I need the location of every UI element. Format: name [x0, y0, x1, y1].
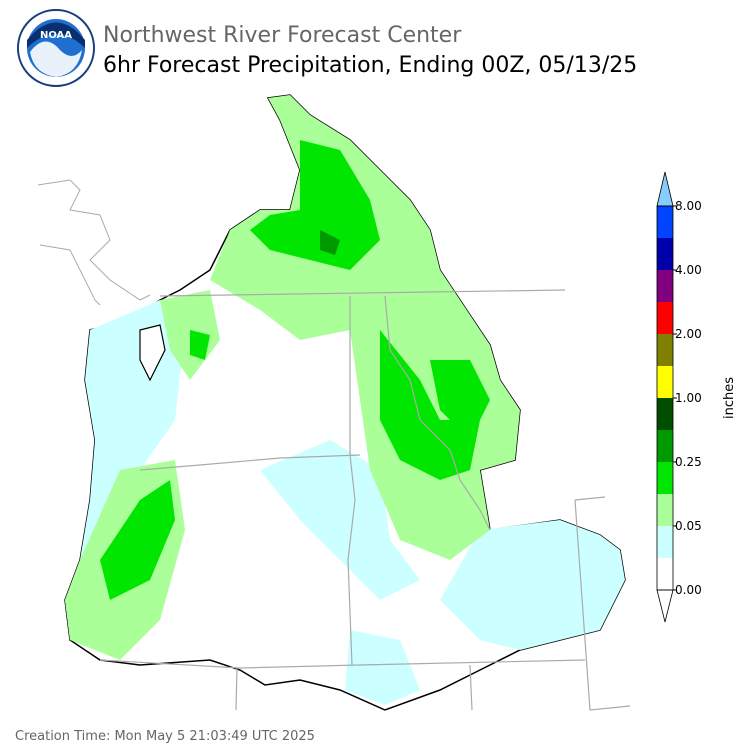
colorbar-tick-label: 1.00 — [675, 391, 702, 405]
colorbar-tick-label: 0.05 — [675, 519, 702, 533]
colorbar-segment — [657, 558, 673, 590]
colorbar-over — [656, 171, 674, 207]
logo-text: NOAA — [40, 30, 72, 41]
colorbar-tick-label: 2.00 — [675, 327, 702, 341]
colorbar-label: inches — [722, 377, 737, 419]
colorbar-under — [656, 589, 674, 623]
colorbar-segment — [657, 398, 673, 430]
colorbar-tick-label: 0.25 — [675, 455, 702, 469]
colorbar-tick-label: 4.00 — [675, 263, 702, 277]
colorbar-segment — [657, 462, 673, 494]
colorbar-tick-label: 0.00 — [675, 583, 702, 597]
colorbar-segment — [657, 238, 673, 270]
colorbar-segment — [657, 302, 673, 334]
noaa-logo: NOAA — [17, 9, 95, 87]
colorbar-segment — [657, 206, 673, 238]
colorbar-segment — [657, 270, 673, 302]
subtitle: 6hr Forecast Precipitation, Ending 00Z, … — [103, 53, 637, 78]
colorbar-segment — [657, 526, 673, 558]
title: Northwest River Forecast Center — [103, 23, 462, 48]
colorbar-segment — [657, 334, 673, 366]
colorbar-segment — [657, 494, 673, 526]
colorbar-segment — [657, 430, 673, 462]
colorbar-segment — [657, 366, 673, 398]
colorbar: 0.00 0.05 0.25 1.00 2.00 4.00 8.00 — [656, 171, 702, 623]
creation-time: Creation Time: Mon May 5 21:03:49 UTC 20… — [15, 729, 315, 744]
colorbar-tick-label: 8.00 — [675, 199, 702, 213]
map — [37, 94, 631, 711]
